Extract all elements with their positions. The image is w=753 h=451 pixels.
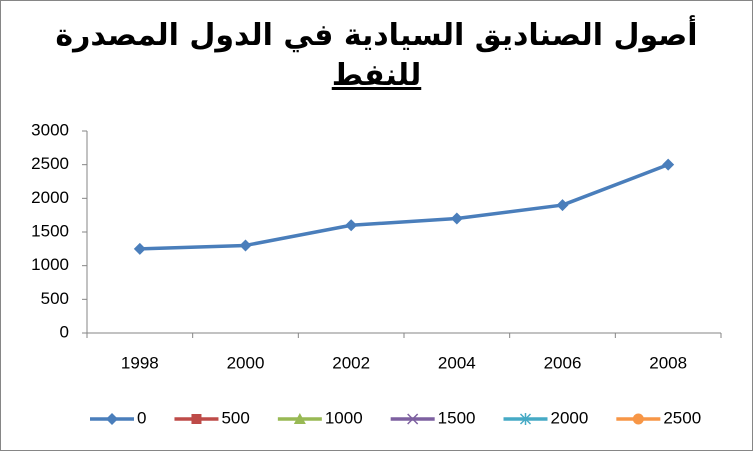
marker bbox=[106, 413, 118, 425]
legend-label: 0 bbox=[137, 408, 146, 427]
legend-label: 2500 bbox=[663, 408, 701, 427]
marker bbox=[239, 239, 252, 252]
marker bbox=[345, 219, 358, 232]
y-tick-label: 2500 bbox=[31, 154, 69, 173]
marker bbox=[293, 413, 306, 424]
x-tick-label: 2000 bbox=[227, 353, 265, 372]
y-tick-label: 500 bbox=[41, 289, 69, 308]
y-tick-label: 2000 bbox=[31, 188, 69, 207]
marker-stroke bbox=[407, 413, 419, 425]
legend-label: 500 bbox=[221, 408, 249, 427]
legend-label: 1000 bbox=[325, 408, 363, 427]
y-tick-label: 0 bbox=[60, 322, 69, 341]
marker bbox=[662, 158, 675, 171]
chart-title: أصول الصناديق السيادية في الدول المصدرة bbox=[55, 18, 698, 53]
marker bbox=[407, 413, 419, 425]
marker bbox=[632, 413, 644, 425]
marker bbox=[191, 414, 202, 424]
marker bbox=[133, 242, 146, 255]
x-tick-label: 2004 bbox=[438, 353, 476, 372]
y-tick-label: 1500 bbox=[31, 221, 69, 240]
legend-label: 2000 bbox=[551, 408, 589, 427]
legend-label: 1500 bbox=[438, 408, 476, 427]
x-tick-label: 2006 bbox=[544, 353, 582, 372]
marker bbox=[450, 212, 463, 225]
x-tick-label: 2008 bbox=[649, 353, 687, 372]
marker bbox=[519, 413, 532, 425]
marker bbox=[556, 199, 569, 212]
marker-stroke bbox=[519, 413, 532, 425]
x-tick-label: 1998 bbox=[121, 353, 159, 372]
x-tick-label: 2002 bbox=[332, 353, 370, 372]
chart-title: للنفط bbox=[331, 58, 422, 93]
series-line bbox=[139, 163, 669, 251]
y-tick-label: 1000 bbox=[31, 255, 69, 274]
y-tick-label: 3000 bbox=[31, 120, 69, 139]
